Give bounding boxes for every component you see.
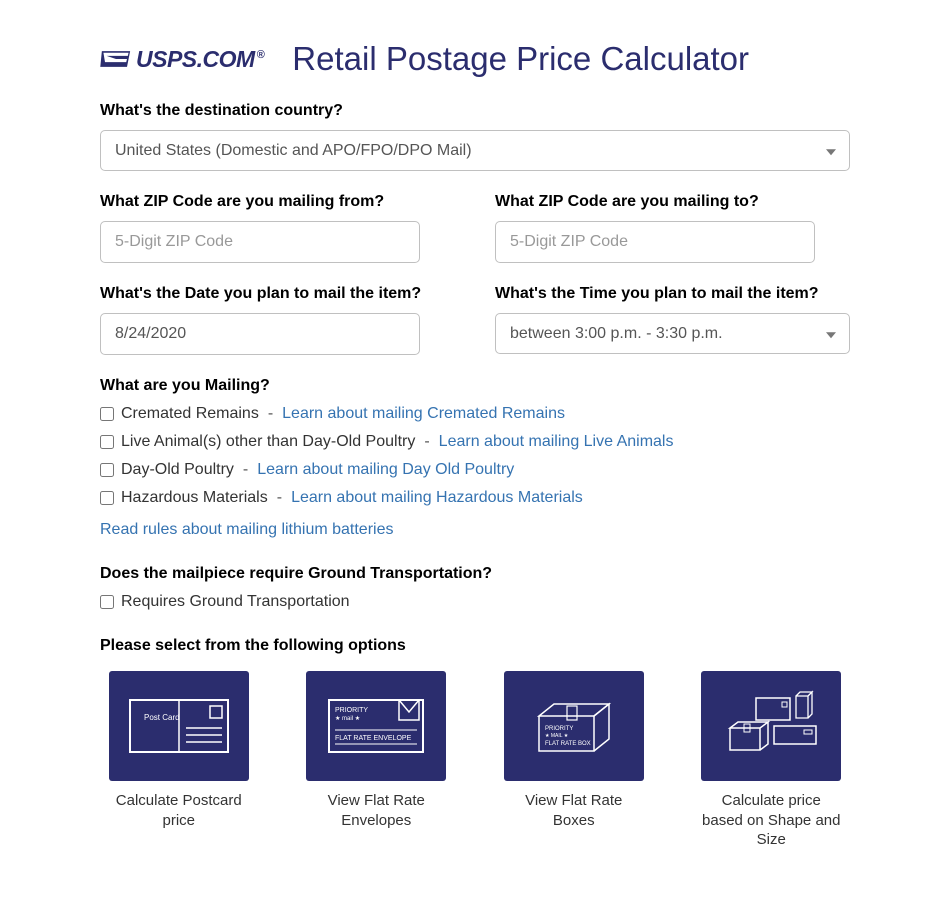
option-shape-size[interactable]: Calculate price based on Shape and Size (693, 671, 851, 850)
learn-link[interactable]: Learn about mailing Day Old Poultry (257, 461, 514, 479)
date-label: What's the Date you plan to mail the ite… (100, 285, 455, 303)
checkbox-input[interactable] (100, 463, 114, 477)
svg-text:★ MAIL ★: ★ MAIL ★ (545, 733, 569, 739)
svg-text:FLAT RATE ENVELOPE: FLAT RATE ENVELOPE (335, 735, 412, 742)
checkbox-text: Requires Ground Transportation (121, 593, 350, 611)
lithium-rules-link[interactable]: Read rules about mailing lithium batteri… (100, 521, 393, 539)
option-label: Calculate price based on Shape and Size (701, 791, 841, 850)
country-select[interactable]: United States (Domestic and APO/FPO/DPO … (100, 130, 850, 171)
checkbox-input[interactable] (100, 435, 114, 449)
zip-to-label: What ZIP Code are you mailing to? (495, 193, 850, 211)
checkbox-input[interactable] (100, 407, 114, 421)
page-title: Retail Postage Price Calculator (292, 40, 749, 78)
svg-text:Post Card: Post Card (144, 713, 180, 722)
checkbox-live-animals: Live Animal(s) other than Day-Old Poultr… (100, 433, 850, 451)
usps-logo: USPS.COM® (100, 46, 264, 73)
ground-label: Does the mailpiece require Ground Transp… (100, 565, 850, 583)
option-label: View Flat Rate Boxes (504, 791, 644, 830)
zip-to-group: What ZIP Code are you mailing to? (495, 193, 850, 263)
options-section: Please select from the following options… (100, 637, 850, 850)
zip-from-group: What ZIP Code are you mailing from? (100, 193, 455, 263)
option-label: View Flat Rate Envelopes (306, 791, 446, 830)
packages-icon (701, 671, 841, 781)
option-boxes[interactable]: PRIORITY ★ MAIL ★ FLAT RATE BOX View Fla… (495, 671, 653, 850)
ground-section: Does the mailpiece require Ground Transp… (100, 565, 850, 611)
checkbox-day-old-poultry: Day-Old Poultry - Learn about mailing Da… (100, 461, 850, 479)
checkbox-text: Live Animal(s) other than Day-Old Poultr… (121, 433, 415, 451)
option-label: Calculate Postcard price (109, 791, 249, 830)
checkbox-hazardous: Hazardous Materials - Learn about mailin… (100, 489, 850, 507)
checkbox-input[interactable] (100, 595, 114, 609)
box-icon: PRIORITY ★ MAIL ★ FLAT RATE BOX (504, 671, 644, 781)
option-postcard[interactable]: Post Card Calculate Postcard price (100, 671, 258, 850)
time-group: What's the Time you plan to mail the ite… (495, 285, 850, 355)
learn-link[interactable]: Learn about mailing Cremated Remains (282, 405, 565, 423)
option-envelopes[interactable]: PRIORITY ★ mail ★ FLAT RATE ENVELOPE Vie… (298, 671, 456, 850)
eagle-icon (100, 48, 132, 70)
zip-from-input[interactable] (100, 221, 420, 263)
options-label: Please select from the following options (100, 637, 850, 655)
time-select[interactable]: between 3:00 p.m. - 3:30 p.m. (495, 313, 850, 354)
date-group: What's the Date you plan to mail the ite… (100, 285, 455, 355)
svg-text:FLAT RATE BOX: FLAT RATE BOX (545, 741, 591, 747)
date-input[interactable] (100, 313, 420, 355)
envelope-icon: PRIORITY ★ mail ★ FLAT RATE ENVELOPE (306, 671, 446, 781)
postcard-icon: Post Card (109, 671, 249, 781)
checkbox-text: Day-Old Poultry (121, 461, 234, 479)
page-header: USPS.COM® Retail Postage Price Calculato… (100, 40, 850, 78)
svg-text:PRIORITY: PRIORITY (545, 726, 573, 732)
checkbox-text: Hazardous Materials (121, 489, 268, 507)
svg-text:PRIORITY: PRIORITY (335, 707, 368, 714)
country-group: What's the destination country? United S… (100, 102, 850, 171)
svg-text:★ mail ★: ★ mail ★ (335, 715, 360, 722)
learn-link[interactable]: Learn about mailing Live Animals (439, 433, 674, 451)
mailing-section: What are you Mailing? Cremated Remains -… (100, 377, 850, 539)
mailing-label: What are you Mailing? (100, 377, 850, 395)
time-label: What's the Time you plan to mail the ite… (495, 285, 850, 303)
checkbox-text: Cremated Remains (121, 405, 259, 423)
zip-from-label: What ZIP Code are you mailing from? (100, 193, 455, 211)
checkbox-cremated-remains: Cremated Remains - Learn about mailing C… (100, 405, 850, 423)
checkbox-ground: Requires Ground Transportation (100, 593, 850, 611)
zip-to-input[interactable] (495, 221, 815, 263)
logo-text: USPS.COM® (136, 46, 264, 73)
learn-link[interactable]: Learn about mailing Hazardous Materials (291, 489, 583, 507)
checkbox-input[interactable] (100, 491, 114, 505)
country-label: What's the destination country? (100, 102, 850, 120)
